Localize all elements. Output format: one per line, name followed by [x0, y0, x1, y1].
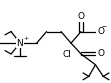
Text: O: O: [97, 49, 104, 58]
Text: −: −: [101, 23, 106, 28]
Text: Cl: Cl: [62, 50, 71, 59]
Text: O: O: [97, 27, 104, 36]
Text: +: +: [23, 36, 29, 41]
Text: N: N: [17, 39, 23, 48]
Text: O: O: [77, 12, 85, 21]
